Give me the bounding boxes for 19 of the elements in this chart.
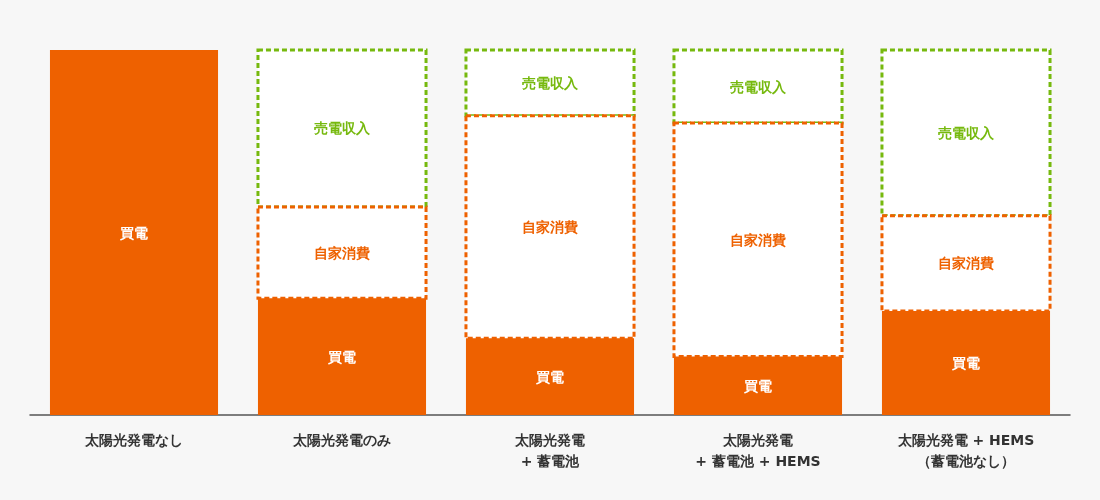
x-tick-label: 太陽光発電 + HEMS （蓄電池なし）: [896, 431, 1035, 469]
text: 買電: [328, 348, 356, 365]
bar: [49, 50, 219, 415]
text: 買電: [536, 368, 564, 385]
text: 自家消費: [938, 255, 994, 272]
text: 買電: [952, 354, 980, 371]
text: 買電: [120, 224, 148, 241]
text: 自家消費: [522, 219, 578, 236]
x-tick-label: 太陽光発電 + 蓄電池: [514, 431, 585, 469]
series-label: 売電収入: [522, 74, 579, 91]
x-tick-label: 太陽光発電 + 蓄電池 + HEMS: [695, 431, 821, 469]
text: 自家消費: [730, 231, 786, 248]
series-label: 自家消費: [314, 244, 370, 261]
text: 売電収入: [730, 78, 786, 95]
x-tick-label: 太陽光発電のみ: [292, 431, 391, 448]
text: 売電収入: [314, 120, 370, 137]
series-label: 買電: [743, 377, 772, 394]
text: 売電収入: [938, 124, 994, 141]
x-tick-label: 太陽光発電なし: [84, 431, 183, 448]
